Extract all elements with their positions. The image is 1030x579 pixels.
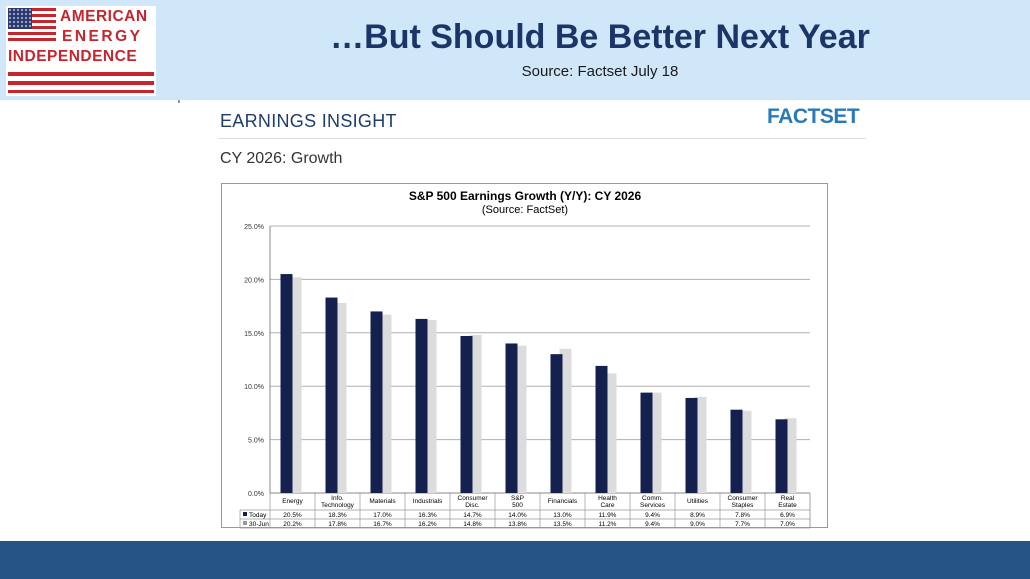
bar-today	[280, 274, 293, 493]
chart-subtitle: (Source: FactSet)	[482, 204, 568, 216]
data-label: 14.0%	[508, 512, 527, 519]
logo-stripe	[8, 72, 154, 76]
us-flag-icon	[8, 8, 56, 44]
legend-label: 30-Jun	[249, 521, 269, 528]
data-label: 16.3%	[418, 512, 437, 519]
data-label: 9.4%	[645, 512, 660, 519]
category-label: Consumer Staples	[728, 495, 759, 509]
slide-title: …But Should Be Better Next Year	[330, 18, 870, 56]
legend-label: Today	[249, 512, 267, 519]
category-label: Industrials	[413, 498, 443, 505]
data-label: 13.8%	[508, 521, 527, 528]
category-label: Info. Technology	[321, 495, 355, 509]
bar-today	[640, 392, 653, 493]
data-label: 6.9%	[780, 512, 795, 519]
bar-today	[775, 419, 788, 493]
category-label: Health Care	[598, 495, 617, 509]
y-tick-label: 0.0%	[248, 491, 264, 498]
bar-today	[370, 311, 383, 493]
data-label: 17.8%	[328, 521, 347, 528]
logo-line-2: ENERGY	[62, 28, 143, 45]
data-label: 20.5%	[283, 512, 302, 519]
divider-mark	[178, 100, 180, 103]
category-label: S&P 500	[511, 495, 524, 509]
panel-subheading: CY 2026: Growth	[220, 150, 343, 167]
data-label: 17.0%	[373, 512, 392, 519]
bar-today	[550, 354, 563, 493]
logo-line-3: INDEPENDENCE	[8, 48, 138, 65]
data-label: 7.0%	[780, 521, 795, 528]
logo-line-1: AMERICAN	[60, 8, 148, 25]
bar-today	[415, 318, 428, 493]
data-label: 13.5%	[553, 521, 572, 528]
company-logo: AMERICAN ENERGY INDEPENDENCE	[6, 6, 156, 96]
y-tick-label: 25.0%	[244, 224, 264, 231]
y-tick-label: 15.0%	[244, 331, 264, 338]
y-tick-label: 20.0%	[244, 277, 264, 284]
chart-frame: S&P 500 Earnings Growth (Y/Y): CY 2026 (S…	[221, 183, 828, 529]
category-label: Financials	[548, 498, 578, 505]
bar-today	[460, 336, 473, 493]
data-label: 13.0%	[553, 512, 572, 519]
data-label: 11.9%	[599, 512, 617, 519]
legend-swatch-today	[243, 512, 247, 516]
bar-today	[730, 409, 743, 493]
slide-subtitle: Source: Factset July 18	[521, 63, 679, 80]
logo-stripe	[8, 90, 154, 93]
data-label: 18.3%	[328, 512, 347, 519]
category-label: Energy	[282, 498, 303, 505]
data-label: 9.0%	[690, 521, 705, 528]
data-label: 7.7%	[735, 521, 750, 528]
bar-today	[325, 297, 338, 493]
data-label: 16.2%	[418, 521, 437, 528]
data-label: 11.2%	[599, 521, 617, 528]
data-label: 9.4%	[645, 521, 660, 528]
data-label: 7.8%	[735, 512, 750, 519]
data-label: 8.9%	[690, 512, 705, 519]
bar-today	[685, 397, 698, 493]
data-label: 20.2%	[283, 521, 302, 528]
legend-swatch-30-jun	[243, 521, 247, 525]
footer-band	[0, 541, 1030, 579]
category-label: Utilities	[687, 498, 709, 505]
category-label: Consumer Disc.	[458, 495, 489, 509]
data-label: 16.7%	[373, 521, 392, 528]
y-tick-label: 5.0%	[248, 438, 264, 445]
panel-heading: EARNINGS INSIGHT	[220, 111, 397, 131]
bar-today	[595, 365, 608, 493]
category-label: Real Estate	[778, 495, 797, 509]
data-label: 14.8%	[463, 521, 482, 528]
bar-today	[505, 343, 518, 493]
factset-logo: FACTSET	[767, 105, 860, 128]
category-label: Materials	[369, 498, 396, 505]
panel-divider	[218, 138, 866, 139]
logo-stripe	[8, 81, 154, 85]
y-tick-label: 10.0%	[244, 384, 264, 391]
data-label: 14.7%	[463, 512, 482, 519]
header-band	[0, 0, 1030, 100]
category-label: Comm. Services	[640, 495, 666, 509]
chart-title: S&P 500 Earnings Growth (Y/Y): CY 2026	[409, 189, 642, 203]
earnings-growth-chart: S&P 500 Earnings Growth (Y/Y): CY 2026(S…	[239, 189, 811, 529]
